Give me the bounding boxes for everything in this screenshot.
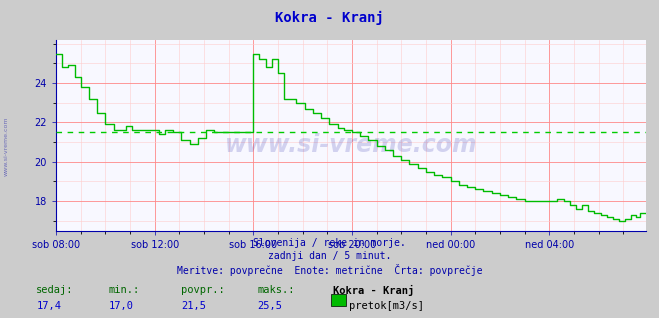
Text: www.si-vreme.com: www.si-vreme.com	[4, 116, 9, 176]
Text: www.si-vreme.com: www.si-vreme.com	[225, 133, 477, 157]
Text: 17,4: 17,4	[36, 301, 61, 310]
Text: 17,0: 17,0	[109, 301, 134, 310]
Text: povpr.:: povpr.:	[181, 285, 225, 294]
Text: Meritve: povprečne  Enote: metrične  Črta: povprečje: Meritve: povprečne Enote: metrične Črta:…	[177, 264, 482, 276]
Text: sedaj:: sedaj:	[36, 285, 74, 294]
Text: min.:: min.:	[109, 285, 140, 294]
Text: maks.:: maks.:	[257, 285, 295, 294]
Text: 25,5: 25,5	[257, 301, 282, 310]
Text: Kokra - Kranj: Kokra - Kranj	[275, 11, 384, 25]
Text: pretok[m3/s]: pretok[m3/s]	[349, 301, 424, 310]
Text: 21,5: 21,5	[181, 301, 206, 310]
Text: Kokra - Kranj: Kokra - Kranj	[333, 285, 414, 296]
Text: zadnji dan / 5 minut.: zadnji dan / 5 minut.	[268, 251, 391, 261]
Text: Slovenija / reke in morje.: Slovenija / reke in morje.	[253, 238, 406, 248]
